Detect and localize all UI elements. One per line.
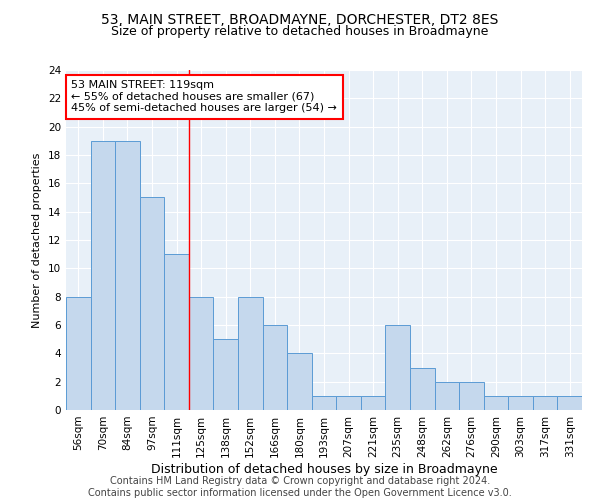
Bar [385, 325, 410, 410]
Bar [214, 339, 238, 410]
Bar [287, 354, 312, 410]
Bar [410, 368, 434, 410]
Bar [115, 141, 140, 410]
Text: Contains HM Land Registry data © Crown copyright and database right 2024.
Contai: Contains HM Land Registry data © Crown c… [88, 476, 512, 498]
Bar [140, 198, 164, 410]
X-axis label: Distribution of detached houses by size in Broadmayne: Distribution of detached houses by size … [151, 462, 497, 475]
Bar [189, 296, 214, 410]
Bar [66, 296, 91, 410]
Bar [557, 396, 582, 410]
Bar [533, 396, 557, 410]
Bar [508, 396, 533, 410]
Y-axis label: Number of detached properties: Number of detached properties [32, 152, 43, 328]
Bar [312, 396, 336, 410]
Bar [164, 254, 189, 410]
Bar [238, 296, 263, 410]
Bar [434, 382, 459, 410]
Bar [91, 141, 115, 410]
Bar [361, 396, 385, 410]
Text: 53 MAIN STREET: 119sqm
← 55% of detached houses are smaller (67)
45% of semi-det: 53 MAIN STREET: 119sqm ← 55% of detached… [71, 80, 337, 114]
Bar [484, 396, 508, 410]
Bar [459, 382, 484, 410]
Bar [336, 396, 361, 410]
Text: 53, MAIN STREET, BROADMAYNE, DORCHESTER, DT2 8ES: 53, MAIN STREET, BROADMAYNE, DORCHESTER,… [101, 12, 499, 26]
Bar [263, 325, 287, 410]
Text: Size of property relative to detached houses in Broadmayne: Size of property relative to detached ho… [112, 25, 488, 38]
